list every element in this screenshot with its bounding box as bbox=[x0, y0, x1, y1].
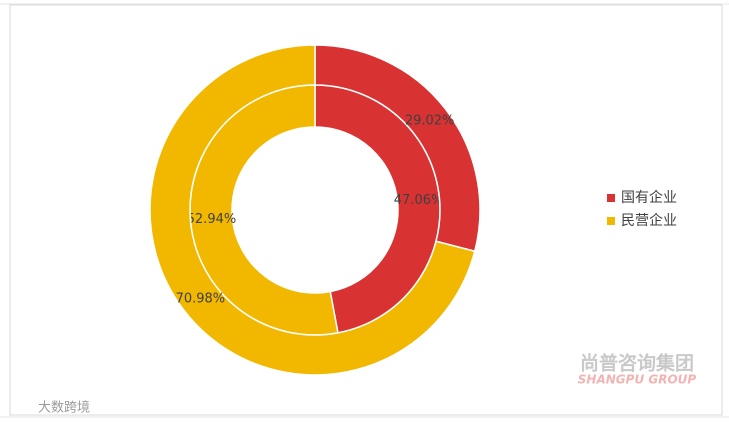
legend-swatch bbox=[607, 194, 615, 202]
watermark: 尚普咨询集团 bbox=[580, 352, 694, 375]
legend-swatch bbox=[607, 217, 615, 225]
legend-label: 国有企业 bbox=[621, 189, 677, 206]
legend-label: 民营企业 bbox=[621, 212, 677, 229]
data-label: 47.06% bbox=[394, 193, 444, 208]
sheet-grid bbox=[0, 3, 729, 418]
donut-segment bbox=[149, 44, 476, 376]
data-label: 29.02% bbox=[405, 114, 455, 129]
watermark: 大数跨境 bbox=[38, 401, 90, 416]
watermark: SHANGPU GROUP bbox=[578, 373, 697, 387]
data-label: 70.98% bbox=[176, 291, 226, 306]
data-label: 52.94% bbox=[187, 212, 237, 227]
